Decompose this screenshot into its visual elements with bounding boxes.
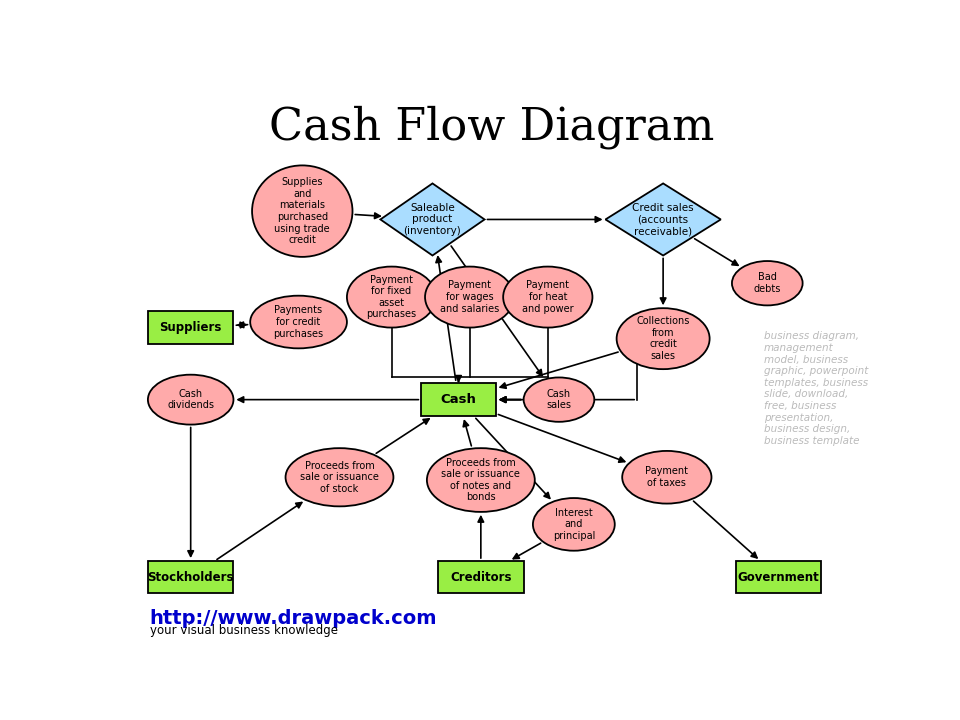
- Text: your visual business knowledge: your visual business knowledge: [150, 624, 338, 637]
- FancyBboxPatch shape: [438, 561, 523, 593]
- Text: Proceeds from
sale or issuance
of stock: Proceeds from sale or issuance of stock: [300, 461, 379, 494]
- Text: Government: Government: [737, 570, 819, 583]
- Text: Interest
and
principal: Interest and principal: [553, 508, 595, 541]
- Ellipse shape: [285, 448, 394, 506]
- Text: Creditors: Creditors: [450, 570, 512, 583]
- Ellipse shape: [622, 451, 711, 503]
- Ellipse shape: [251, 296, 347, 348]
- Text: Credit sales
(accounts
receivable): Credit sales (accounts receivable): [633, 203, 694, 236]
- Text: Bad
debts: Bad debts: [754, 272, 781, 294]
- Ellipse shape: [427, 448, 535, 512]
- Ellipse shape: [616, 308, 709, 369]
- FancyBboxPatch shape: [148, 312, 233, 343]
- Text: Cash
sales: Cash sales: [546, 389, 571, 410]
- Text: Payments
for credit
purchases: Payments for credit purchases: [274, 305, 324, 338]
- Text: Payment
for fixed
asset
purchases: Payment for fixed asset purchases: [367, 274, 417, 320]
- Text: Payment
for heat
and power: Payment for heat and power: [522, 281, 574, 314]
- Ellipse shape: [425, 266, 515, 328]
- Text: Cash Flow Diagram: Cash Flow Diagram: [270, 106, 714, 150]
- Text: Payment
for wages
and salaries: Payment for wages and salaries: [440, 281, 499, 314]
- Text: Payment
of taxes: Payment of taxes: [645, 467, 688, 488]
- Text: Collections
from
credit
sales: Collections from credit sales: [636, 316, 690, 361]
- Text: business diagram,
management
model, business
graphic, powerpoint
templates, busi: business diagram, management model, busi…: [763, 331, 868, 446]
- Text: Saleable
product
(inventory): Saleable product (inventory): [403, 203, 462, 236]
- Text: Supplies
and
materials
purchased
using trade
credit: Supplies and materials purchased using t…: [275, 177, 330, 245]
- FancyBboxPatch shape: [148, 561, 233, 593]
- Ellipse shape: [523, 377, 594, 422]
- Ellipse shape: [533, 498, 614, 551]
- FancyBboxPatch shape: [421, 383, 495, 416]
- Ellipse shape: [148, 374, 233, 425]
- Text: Cash
dividends: Cash dividends: [167, 389, 214, 410]
- Ellipse shape: [252, 166, 352, 257]
- FancyBboxPatch shape: [735, 561, 821, 593]
- Ellipse shape: [503, 266, 592, 328]
- Polygon shape: [380, 184, 485, 256]
- Polygon shape: [606, 184, 721, 256]
- Ellipse shape: [732, 261, 803, 305]
- Text: Proceeds from
sale or issuance
of notes and
bonds: Proceeds from sale or issuance of notes …: [442, 458, 520, 503]
- Text: http://www.drawpack.com: http://www.drawpack.com: [150, 609, 437, 628]
- Text: Cash: Cash: [441, 393, 476, 406]
- Ellipse shape: [347, 266, 436, 328]
- Text: Stockholders: Stockholders: [148, 570, 234, 583]
- Text: Suppliers: Suppliers: [159, 321, 222, 334]
